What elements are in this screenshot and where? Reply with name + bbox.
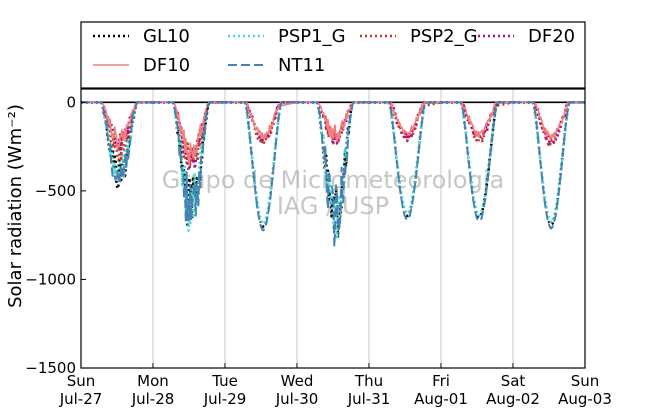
series-line (81, 101, 586, 248)
x-tick-date: Jul-31 (347, 390, 391, 408)
x-tick-date: Jul-29 (203, 390, 247, 408)
x-tick-day: Fri (432, 372, 450, 390)
x-tick-date: Aug-02 (486, 390, 540, 408)
legend-label: DF10 (143, 55, 190, 76)
legend-item: GL10 (93, 26, 190, 47)
x-tick-day: Thu (354, 372, 383, 390)
series-line (81, 101, 585, 166)
legend-label: PSP2_G (410, 26, 478, 47)
x-tick-day: Sun (571, 372, 600, 390)
x-tick-date: Jul-28 (131, 390, 175, 408)
series-nt11 (81, 101, 586, 248)
y-tick-label: 0 (66, 93, 76, 111)
legend-label: PSP1_G (278, 26, 346, 47)
legend-label: DF20 (528, 26, 575, 47)
y-tick-label: −1000 (25, 270, 76, 288)
series-df10 (81, 101, 585, 166)
legend-label: NT11 (278, 55, 325, 76)
x-tick-day: Sat (501, 372, 526, 390)
legend: GL10 PSP1_G PSP2_G DF20 DF10 NT11 (80, 21, 586, 89)
axes: SunJul-27MonJul-28TueJul-29WedJul-30ThuJ… (25, 93, 612, 408)
legend-item: PSP2_G (360, 26, 478, 47)
legend-item: NT11 (228, 55, 325, 76)
y-tick-label: −500 (35, 182, 76, 200)
x-tick-day: Sun (67, 372, 96, 390)
legend-label: GL10 (143, 26, 190, 47)
x-tick-day: Mon (137, 372, 169, 390)
legend-item: PSP1_G (228, 26, 346, 47)
x-tick-date: Jul-27 (59, 390, 103, 408)
x-tick-date: Aug-03 (558, 390, 612, 408)
legend-item: DF10 (93, 55, 190, 76)
legend-item: DF20 (478, 26, 575, 47)
y-tick-label: −1500 (25, 359, 76, 377)
series-layer (81, 101, 586, 248)
legend-box (80, 21, 586, 89)
x-tick-date: Jul-30 (275, 390, 319, 408)
y-axis-label: Solar radiation (Wm⁻²) (5, 104, 26, 308)
x-tick-day: Wed (281, 372, 314, 390)
plot-frame (80, 88, 586, 369)
x-tick-date: Aug-01 (414, 390, 468, 408)
x-tick-day: Tue (211, 372, 238, 390)
